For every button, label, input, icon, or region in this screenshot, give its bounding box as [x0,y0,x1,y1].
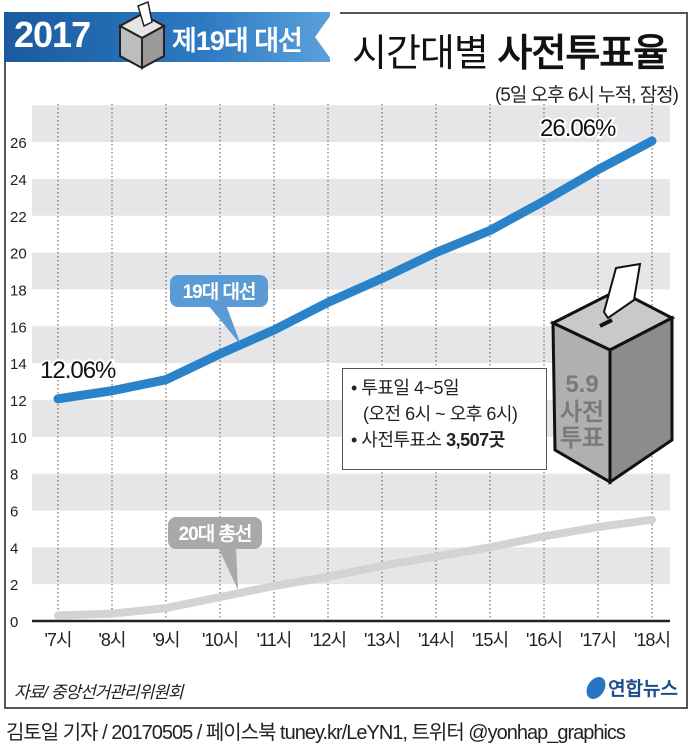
y-tick-label: 20 [10,246,27,263]
start-value-label: 12.06% [40,357,116,384]
yonhap-logo: 연합뉴스 [584,674,678,701]
x-tick-label: '18시 [634,630,670,650]
y-tick-label: 6 [10,503,18,520]
credit-line: 김토일 기자 / 20170505 / 페이스북 tuney.kr/LeYN1,… [6,722,626,744]
ballot-text1: 사전 [560,399,604,426]
grid-band [32,547,670,585]
y-tick-label: 4 [10,540,18,557]
banner-notch [315,12,333,62]
y-tick-label: 18 [10,282,27,299]
series-19th-presidential [53,136,657,404]
x-tick-label: '15시 [472,630,508,650]
info-stations-count: 3,507곳 [446,430,505,450]
y-tick-label: 14 [10,356,27,373]
ballot-text2: 투표 [560,425,604,452]
x-tick-label: '7시 [44,630,71,650]
x-tick-label: '12시 [310,630,346,650]
series1-bubble [170,275,268,307]
x-tick-label: '16시 [526,630,562,650]
x-tick-label: '11시 [257,630,292,650]
series2-bubble [168,517,262,549]
y-tick-label: 22 [10,209,27,226]
info-box: • 투표일 4~5일 (오전 6시 ~ 오후 6시) • 사전투표소 3,507… [342,368,547,470]
ballot-date: 5.9 [565,371,598,398]
logo-icon [584,676,609,699]
banner-election: 제19대 대선 [172,26,303,56]
page-subtitle: (5일 오후 6시 누적, 잠정) [494,85,679,106]
x-tick-label: '17시 [580,630,616,650]
chart-frame [4,12,688,709]
series2-label: 20대 총선 [179,523,252,545]
y-tick-label: 16 [10,319,27,336]
y-tick-label: 10 [10,430,27,447]
y-tick-label: 8 [10,467,18,484]
y-tick-label: 12 [10,393,27,410]
info-line-voting-days: • 투표일 4~5일 [351,378,460,398]
series1-label: 19대 대선 [183,281,256,303]
end-value-label: 26.06% [540,115,616,142]
grid-band [32,473,670,511]
source-text: 자료/ 중앙선거관리위원회 [14,683,183,702]
page-title: 시간대별 사전투표율 [352,22,668,77]
logo-text: 연합뉴스 [608,679,678,700]
grid-band [32,252,670,290]
y-tick-label: 2 [10,577,18,594]
x-tick-label: '9시 [152,630,179,650]
y-tick-label: 24 [10,172,27,189]
y-tick-label: 26 [10,135,27,152]
info-stations-label: • 사전투표소 [351,430,447,450]
ballot-box-icon [117,0,167,70]
election-banner [4,12,330,62]
x-tick-label: '13시 [364,630,400,650]
x-tick-label: '10시 [202,630,238,650]
x-tick-label: '8시 [98,630,125,650]
title-light: 시간대별 [352,33,489,75]
series-20th-general [54,515,656,620]
y-tick-label: 0 [10,614,18,631]
info-line-stations: • 사전투표소 3,507곳 [351,427,546,453]
x-tick-label: '14시 [418,630,454,650]
title-bold: 사전투표율 [497,33,668,75]
banner-year: 2017 [14,14,91,55]
info-line-hours: (오전 6시 ~ 오후 6시) [363,404,518,424]
frame-top-border [340,12,688,14]
grid-band [32,105,670,143]
